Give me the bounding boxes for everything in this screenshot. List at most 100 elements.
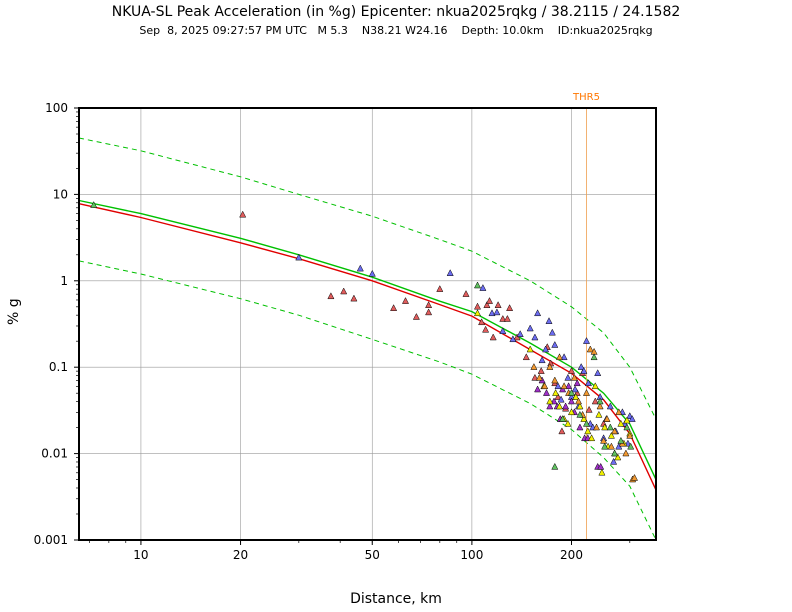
data-point-green: [601, 442, 609, 450]
data-point-red: [483, 301, 491, 308]
data-point-purple: [534, 385, 542, 393]
data-point-red: [340, 287, 348, 295]
data-point-orange: [626, 431, 634, 439]
data-point-blue: [531, 333, 539, 341]
data-point-green: [551, 462, 559, 470]
data-point-red: [390, 304, 398, 311]
x-axis: 10 20 50 100 200: [89, 540, 631, 562]
data-point-orange: [611, 427, 619, 435]
data-point-red: [531, 373, 539, 381]
data-point-red: [558, 427, 566, 435]
data-point-blue: [488, 309, 496, 317]
data-point-green: [606, 423, 614, 431]
data-point-orange: [541, 382, 549, 390]
data-point-yellow: [595, 410, 603, 418]
threshold: THR5: [572, 92, 600, 540]
data-point-blue: [606, 402, 614, 410]
data-point-red: [482, 325, 490, 333]
data-point-purple: [550, 397, 558, 405]
data-point-orange: [551, 376, 559, 384]
data-point-blue: [580, 367, 588, 374]
data-point-green: [627, 442, 635, 450]
plot-frame: [78, 107, 657, 541]
grid: [79, 107, 656, 541]
data-point-green: [576, 410, 584, 418]
data-point-orange: [630, 473, 639, 481]
y-tick-label: 0.01: [41, 447, 68, 461]
data-point-blue: [446, 269, 454, 276]
data-point-yellow: [623, 416, 631, 424]
data-point-blue: [516, 330, 524, 337]
data-point-purple: [597, 462, 605, 470]
data-points: [90, 201, 639, 483]
data-point-blue: [554, 382, 562, 390]
data-point-orange: [603, 415, 611, 422]
data-point-orange: [600, 436, 608, 444]
data-point-purple: [565, 382, 573, 390]
data-point-blue: [526, 324, 534, 332]
data-point-blue: [594, 369, 602, 376]
data-point-red: [327, 292, 335, 300]
data-point-yellow: [607, 431, 615, 439]
data-point-purple: [542, 389, 551, 396]
data-point-green: [623, 423, 631, 431]
data-point-blue: [628, 415, 636, 422]
data-point-red: [489, 333, 497, 341]
data-point-red: [567, 367, 576, 374]
x-tick-label: 20: [233, 548, 248, 562]
data-point-green: [567, 389, 576, 396]
data-point-blue: [542, 345, 550, 353]
data-point-blue: [538, 356, 546, 364]
data-point-blue: [545, 317, 553, 324]
data-point-red: [425, 301, 433, 308]
data-point-blue: [560, 353, 568, 361]
data-point-orange: [560, 382, 568, 390]
data-point-green: [473, 281, 482, 289]
data-point-red: [478, 318, 486, 326]
data-point-orange: [555, 353, 564, 361]
data-point-purple: [562, 402, 570, 410]
data-point-blue: [551, 340, 559, 348]
data-point-blue: [582, 337, 591, 344]
curve-fitted: [78, 203, 657, 491]
data-point-orange: [622, 449, 630, 457]
data-point-red: [350, 294, 358, 302]
data-point-orange: [535, 373, 543, 381]
data-point-blue: [571, 385, 579, 393]
data-point-orange: [596, 402, 604, 410]
data-point-blue: [610, 457, 618, 465]
data-point-blue: [493, 308, 501, 316]
data-point-yellow: [598, 468, 606, 476]
data-point-yellow: [567, 408, 576, 416]
data-point-purple: [576, 423, 584, 431]
data-point-yellow: [526, 345, 534, 353]
y-tick-label: 10: [53, 187, 68, 201]
data-point-blue: [577, 363, 585, 370]
curve-gmpe-lower: [78, 260, 657, 541]
y-axis-label: % g: [6, 298, 22, 325]
data-point-red: [412, 312, 420, 320]
data-point-red: [239, 210, 247, 218]
data-point-blue: [584, 379, 592, 387]
y-tick-label: 1: [60, 274, 68, 288]
data-point-yellow: [601, 423, 609, 431]
data-point-blue: [356, 264, 364, 272]
data-point-orange: [574, 397, 583, 405]
data-point-yellow: [580, 415, 588, 422]
data-point-yellow: [588, 434, 596, 442]
data-point-orange: [592, 423, 601, 431]
y-axis: 0.001 0.01 0.1 1 10 100: [34, 101, 79, 547]
data-point-yellow: [564, 419, 572, 427]
data-point-red: [537, 367, 545, 374]
data-point-green: [596, 397, 604, 405]
data-point-yellow: [614, 453, 622, 461]
data-point-orange: [586, 345, 594, 353]
data-point-red: [522, 353, 530, 361]
x-tick-label: 10: [133, 548, 148, 562]
data-point-red: [591, 397, 599, 405]
curves: [78, 137, 657, 541]
chart-subtitle: Sep 8, 2025 09:27:57 PM UTC M 5.3 N38.21…: [139, 24, 653, 37]
data-point-red: [499, 314, 507, 322]
data-point-orange: [582, 389, 591, 396]
